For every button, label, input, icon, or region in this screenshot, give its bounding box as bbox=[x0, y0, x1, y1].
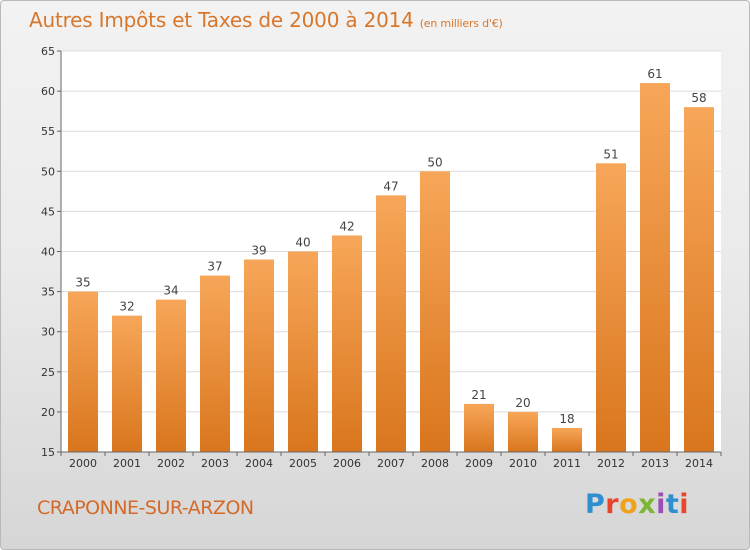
bar-2000 bbox=[68, 291, 98, 452]
bar-2012 bbox=[596, 163, 626, 452]
bar-2004 bbox=[244, 259, 274, 452]
value-label-2012: 51 bbox=[603, 147, 618, 161]
y-tick-label: 25 bbox=[41, 366, 55, 379]
value-label-2000: 35 bbox=[75, 276, 90, 290]
value-label-2003: 37 bbox=[207, 260, 222, 274]
chart-subtitle: (en milliers d'€) bbox=[419, 17, 503, 30]
x-tick-label-2004: 2004 bbox=[245, 457, 273, 470]
value-label-2013: 61 bbox=[647, 67, 662, 81]
bar-2007 bbox=[376, 195, 406, 453]
x-tick-label-2014: 2014 bbox=[685, 457, 713, 470]
y-tick-label: 20 bbox=[41, 406, 55, 419]
value-label-2006: 42 bbox=[339, 219, 354, 233]
value-labels: 35 32 34 37 39 40 42 47 50 21 20 18 51 61 58 bbox=[75, 67, 706, 426]
value-label-2008: 50 bbox=[427, 155, 442, 169]
y-tick-label: 45 bbox=[41, 205, 55, 218]
x-tick-label-2011: 2011 bbox=[553, 457, 581, 470]
logo-letter: x bbox=[638, 489, 657, 520]
value-label-2014: 58 bbox=[691, 91, 706, 105]
y-tick-label: 65 bbox=[41, 45, 55, 58]
value-label-2010: 20 bbox=[515, 396, 530, 410]
logo-letter: o bbox=[619, 489, 639, 520]
x-tick-label-2013: 2013 bbox=[641, 457, 669, 470]
x-tick-label-2012: 2012 bbox=[597, 457, 625, 470]
bar-2008 bbox=[420, 171, 450, 453]
value-label-2011: 18 bbox=[559, 412, 574, 426]
y-tick-label: 60 bbox=[41, 85, 55, 98]
bar-2009 bbox=[464, 403, 494, 452]
x-tick-label-2000: 2000 bbox=[69, 457, 97, 470]
bar-2011 bbox=[552, 427, 582, 452]
logo-letter: P bbox=[585, 489, 606, 520]
bar-2014 bbox=[684, 107, 714, 452]
axes: 15 20 25 30 35 40 45 50 55 60 65 2000 2001 2002 2003 20… bbox=[41, 45, 722, 470]
value-label-2002: 34 bbox=[163, 284, 178, 298]
y-tick-label: 40 bbox=[41, 246, 55, 259]
chart-title-text: Autres Impôts et Taxes de 2000 à 2014 bbox=[29, 8, 414, 32]
logo-letter: t bbox=[665, 489, 680, 520]
bar-2013 bbox=[640, 83, 670, 452]
x-tick-label-2006: 2006 bbox=[333, 457, 361, 470]
chart-title: Autres Impôts et Taxes de 2000 à 2014 (en… bbox=[29, 8, 503, 32]
x-tick-label-2001: 2001 bbox=[113, 457, 141, 470]
x-tick-label-2003: 2003 bbox=[201, 457, 229, 470]
value-label-2007: 47 bbox=[383, 179, 398, 193]
bar-2005 bbox=[288, 251, 318, 452]
logo-letter: i bbox=[679, 489, 690, 520]
logo-letter: i bbox=[656, 489, 666, 520]
bar-2006 bbox=[332, 235, 362, 452]
x-tick-label-2002: 2002 bbox=[157, 457, 185, 470]
x-tick-label-2009: 2009 bbox=[465, 457, 493, 470]
x-tick-label-2008: 2008 bbox=[421, 457, 449, 470]
y-tick-label: 50 bbox=[41, 165, 55, 178]
proxiti-logo: Proxiti bbox=[585, 489, 689, 520]
value-label-2004: 39 bbox=[251, 244, 266, 258]
y-tick-label: 55 bbox=[41, 125, 55, 138]
bar-2002 bbox=[156, 299, 186, 452]
logo-letter: r bbox=[605, 489, 620, 520]
bar-2010 bbox=[508, 411, 538, 452]
bar-2001 bbox=[112, 315, 142, 452]
y-tick-label: 30 bbox=[41, 326, 55, 339]
x-tick-label-2010: 2010 bbox=[509, 457, 537, 470]
value-label-2001: 32 bbox=[119, 300, 134, 314]
x-tick-label-2007: 2007 bbox=[377, 457, 405, 470]
bar-2003 bbox=[200, 275, 230, 452]
commune-name: CRAPONNE-SUR-ARZON bbox=[37, 497, 254, 519]
value-label-2005: 40 bbox=[295, 236, 310, 250]
value-label-2009: 21 bbox=[471, 388, 486, 402]
y-tick-label: 15 bbox=[41, 446, 55, 459]
y-tick-label: 35 bbox=[41, 286, 55, 299]
x-tick-label-2005: 2005 bbox=[289, 457, 317, 470]
bars bbox=[68, 83, 714, 453]
